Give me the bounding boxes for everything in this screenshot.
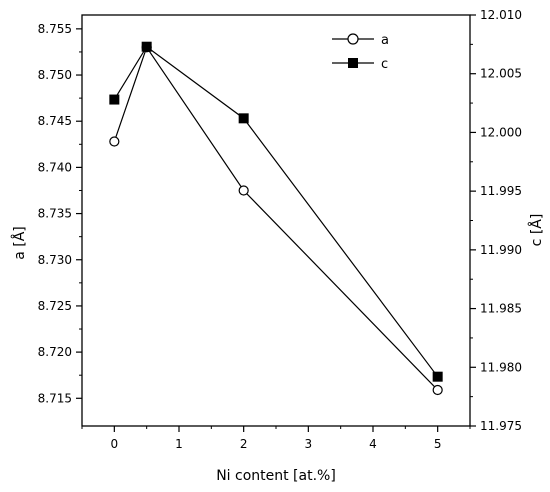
x-tick-label: 5 [434,437,442,451]
y-right-tick-label: 11.980 [480,360,522,374]
x-tick-label: 2 [240,437,248,451]
x-axis: 0 1 2 3 4 5 [81,426,471,451]
y-right-tick-label: 12.010 [480,8,522,22]
y-right-tick-label: 12.005 [480,67,522,81]
y-axis-left-title: a [Å] [11,226,28,260]
y-axis-right-title: c [Å] [528,214,545,247]
y-left-tick-label: 8.735 [38,207,72,221]
series-c-point [432,371,443,382]
legend: ac [332,33,389,72]
x-tick-label: 4 [369,437,377,451]
y-axis-left: 8.715 8.720 8.725 8.730 8.735 8.740 8.745 8.750… [38,22,82,405]
y-left-tick-label: 8.740 [38,160,72,174]
legend-marker-c [348,58,358,68]
x-tick-label: 1 [175,437,183,451]
series-c-point [141,41,152,52]
y-left-tick-label: 8.720 [38,345,72,359]
series-c-line [113,45,439,378]
series-a-point [109,136,120,147]
y-axis-right: 11.975 11.980 11.985 11.990 11.995 12.000 12.0… [470,8,522,433]
y-right-tick-label: 11.975 [480,419,522,433]
y-right-tick-label: 12.000 [480,125,522,139]
series-a-point [238,185,249,196]
series-layer [109,41,443,396]
y-left-tick-label: 8.725 [38,299,72,313]
y-left-tick-label: 8.750 [38,68,72,82]
x-tick-label: 0 [111,437,119,451]
y-left-tick-label: 8.745 [38,114,72,128]
legend-label-a: a [381,33,389,48]
series-a-point [432,384,443,396]
plot-border [81,14,471,427]
y-right-tick-label: 11.990 [480,243,522,257]
y-right-tick-label: 11.985 [480,302,522,316]
y-left-tick-label: 8.730 [38,253,72,267]
y-right-tick-label: 11.995 [480,184,522,198]
series-c-point [109,94,120,105]
y-left-tick-label: 8.715 [38,391,72,405]
plot-frame [81,14,471,427]
x-tick-label: 3 [305,437,313,451]
legend-label-c: c [381,57,388,72]
series-a-line [113,45,439,391]
y-left-tick-label: 8.755 [38,22,72,36]
x-axis-title: Ni content [at.%] [216,468,336,484]
legend-marker-a [347,33,359,45]
series-c-point [238,113,249,124]
